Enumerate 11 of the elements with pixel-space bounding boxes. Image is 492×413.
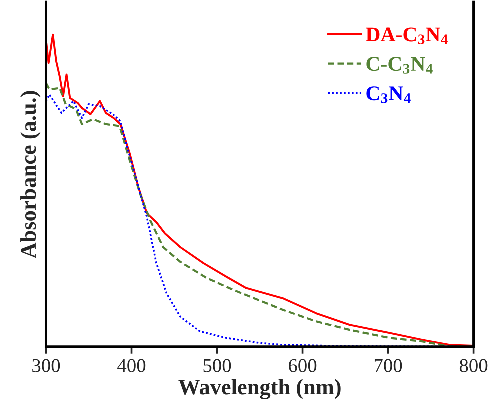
legend-label: C-C$_{3}$N$_{4}$ <box>366 57 433 74</box>
legend-label: C$_{3}$N$_{4}$ <box>366 86 411 104</box>
x-tick-label: 300 <box>32 359 60 372</box>
x-tick-label: 400 <box>118 359 146 372</box>
legend-label: DA-C$_{3}$N$_{4}$ <box>366 28 448 44</box>
x-tick-label: 500 <box>204 359 232 372</box>
x-tick-label: 800 <box>460 359 488 372</box>
x-axis-title: Wavelength (nm) <box>178 379 341 400</box>
x-tick-label: 600 <box>289 359 317 372</box>
x-tick-label: 700 <box>374 359 402 372</box>
y-axis-title: Absorbance (a.u.) <box>20 91 41 259</box>
